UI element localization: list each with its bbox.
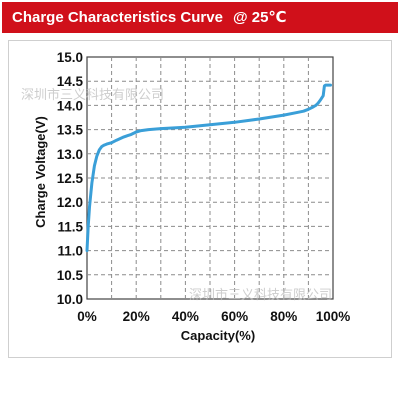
chart-condition: @ 25℃ (232, 9, 287, 26)
y-tick-label: 11.5 (57, 219, 83, 234)
grid (86, 56, 334, 300)
y-axis-label: Charge Voltage(V) (33, 116, 48, 228)
watermark-bottom: 深圳市三义科技有限公司 (189, 287, 332, 303)
x-tick-label: 40% (172, 309, 199, 324)
y-tick-label: 13.5 (57, 123, 84, 138)
x-tick-label: 60% (221, 309, 248, 324)
x-tick-label: 20% (123, 309, 150, 324)
y-tick-label: 12.0 (57, 195, 83, 210)
y-tick-label: 10.5 (57, 268, 84, 283)
y-tick-label: 13.0 (57, 147, 83, 162)
x-tick-label: 0% (77, 309, 97, 324)
watermark-top: 深圳市三义科技有限公司 (21, 87, 164, 103)
curve-layer (85, 83, 332, 253)
y-tick-label: 12.5 (57, 171, 84, 186)
y-tick-label: 15.0 (57, 50, 83, 65)
y-tick-label: 11.0 (57, 244, 83, 259)
y-tick-label: 14.0 (57, 98, 83, 113)
title-bar: Charge Characteristics Curve @ 25℃ (2, 2, 398, 33)
chart-panel (8, 40, 392, 358)
y-tick-labels: 10.0 10.5 11.0 11.5 12.0 12.5 13.0 13.5 14.0 14.5… (57, 50, 84, 307)
x-tick-label: 80% (270, 309, 297, 324)
y-tick-label: 10.0 (57, 292, 83, 307)
series-line (85, 83, 332, 253)
y-tick-label: 14.5 (57, 74, 84, 89)
x-axis-label: Capacity(%) (181, 328, 255, 343)
x-tick-label: 100% (316, 309, 351, 324)
x-tick-labels: 0% 20% 40% 60% 80% 100% (77, 309, 350, 324)
chart-title: Charge Characteristics Curve (12, 9, 223, 26)
